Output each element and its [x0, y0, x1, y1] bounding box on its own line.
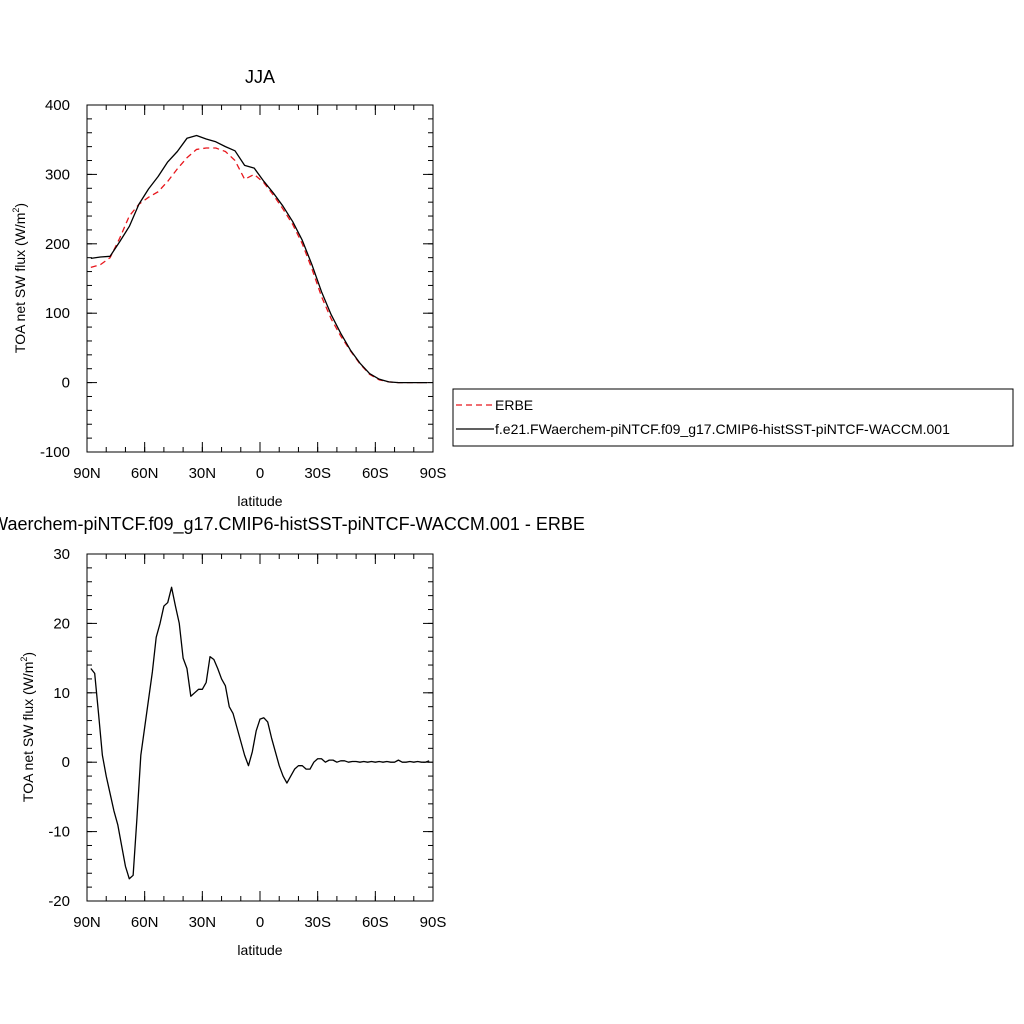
x-tick-label: 60N [131, 914, 159, 931]
x-tick-label: 90S [420, 465, 447, 482]
plot-frame [86, 553, 434, 902]
x-tick-label: 30N [189, 465, 217, 482]
tick-marks [86, 104, 434, 453]
x-tick-label: 0 [256, 465, 264, 482]
y-tick-labels: -100 0 100 200 300 400 [40, 97, 70, 461]
x-tick-label: 30N [189, 914, 217, 931]
y-tick-label: -20 [48, 893, 70, 910]
y-tick-label: 30 [53, 546, 70, 563]
series-line-erbe [90, 147, 428, 384]
plot-frame [86, 104, 434, 453]
y-tick-label: -100 [40, 444, 70, 461]
x-axis-label: latitude [237, 493, 282, 509]
legend-label-erbe: ERBE [495, 397, 533, 413]
y-tick-label: 0 [62, 754, 70, 771]
series-layer [90, 134, 428, 384]
x-tick-labels: 90N 60N 30N 0 30S 60S 90S [73, 914, 446, 931]
x-tick-label: 30S [304, 914, 331, 931]
chart-jja: JJA 90N 60N 30N 0 30S 60S 90S -100 0 100 200 300 40… [11, 67, 446, 509]
x-tick-label: 60S [362, 465, 389, 482]
chart-title: JJA [245, 67, 275, 87]
chart-title: f.e21.FWaerchem-piNTCF.f09_g17.CMIP6-his… [0, 514, 585, 535]
y-tick-label: 400 [45, 97, 70, 114]
x-tick-label: 0 [256, 914, 264, 931]
y-tick-label: 100 [45, 305, 70, 322]
x-tick-label: 60N [131, 465, 159, 482]
x-tick-label: 30S [304, 465, 331, 482]
y-tick-label: 200 [45, 236, 70, 253]
y-tick-label: 20 [53, 615, 70, 632]
y-tick-labels: -20 -10 0 10 20 30 [48, 546, 70, 910]
series-line-model [90, 134, 428, 384]
y-tick-label: -10 [48, 824, 70, 841]
chart-difference: f.e21.FWaerchem-piNTCF.f09_g17.CMIP6-his… [0, 514, 585, 958]
y-tick-label: 10 [53, 685, 70, 702]
x-tick-label: 60S [362, 914, 389, 931]
series-layer [90, 586, 430, 880]
x-tick-label: 90N [73, 914, 101, 931]
series-line-difference [90, 586, 430, 880]
legend-box [452, 388, 1014, 447]
x-tick-label: 90N [73, 465, 101, 482]
x-axis-label: latitude [237, 942, 282, 958]
tick-marks [86, 553, 434, 902]
y-axis-label: TOA net SW flux (W/m2) [11, 203, 28, 353]
y-tick-label: 300 [45, 166, 70, 183]
legend-label-model: f.e21.FWaerchem-piNTCF.f09_g17.CMIP6-his… [495, 421, 950, 437]
y-axis-label: TOA net SW flux (W/m2) [19, 652, 36, 802]
x-tick-label: 90S [420, 914, 447, 931]
x-tick-labels: 90N 60N 30N 0 30S 60S 90S [73, 465, 446, 482]
legend: ERBE f.e21.FWaerchem-piNTCF.f09_g17.CMIP… [452, 388, 1014, 447]
y-tick-label: 0 [62, 375, 70, 392]
